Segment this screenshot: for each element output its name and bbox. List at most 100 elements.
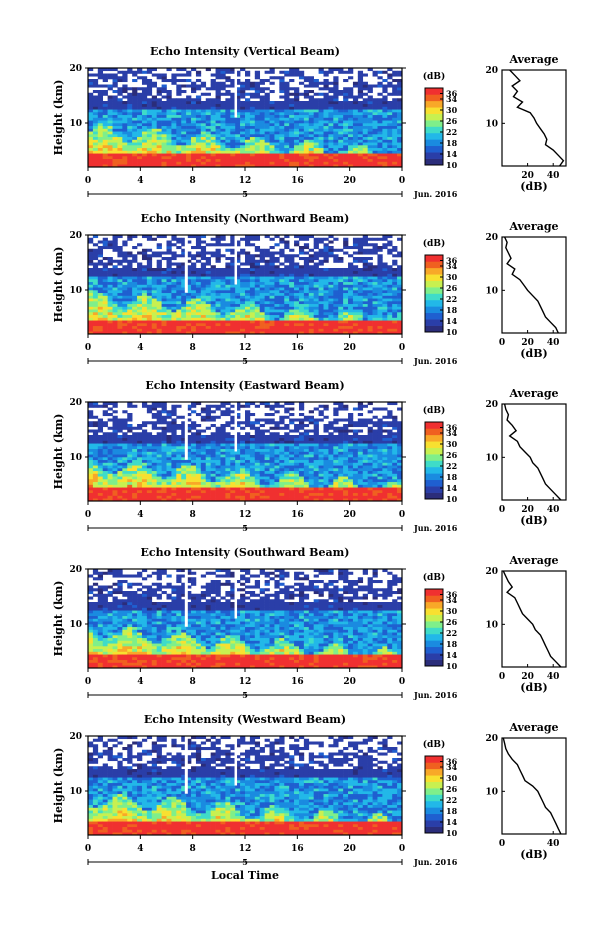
heat-cell [284,118,289,121]
heat-cell [220,487,225,490]
heat-cell [142,131,147,134]
heat-cell [387,134,392,137]
heat-cell [373,159,378,162]
heat-cell [167,487,172,490]
heat-cell [319,238,324,241]
heat-cell [152,315,157,318]
heat-cell [122,123,127,126]
heat-cell [137,153,142,156]
heat-cell [270,142,275,145]
heat-cell [319,329,324,332]
heat-cell [373,151,378,154]
heat-cell [314,274,319,277]
heat-cell [127,463,132,466]
heat-cell [142,123,147,126]
heat-cell [167,479,172,482]
heat-cell [181,323,186,326]
heat-cell [157,153,162,156]
heat-cell [181,487,186,490]
heat-cell [196,129,201,132]
heat-cell [117,493,122,496]
heat-cell [122,115,127,118]
heat-cell [113,276,118,279]
heat-cell [122,274,127,277]
heat-cell [314,148,319,151]
heat-cell [373,282,378,285]
heat-cell [113,238,118,241]
heat-cell [113,304,118,307]
heat-cell [333,282,338,285]
heat-cell [157,87,162,90]
heat-cell [368,120,373,123]
heat-cell [132,268,137,271]
heat-cell [240,87,245,90]
heat-cell [181,159,186,162]
heat-cell [348,296,353,299]
heat-cell [211,465,216,468]
heat-cell [103,405,108,408]
heat-cell [122,126,127,129]
heat-cell [225,471,230,474]
heat-cell [117,282,122,285]
heat-cell [113,443,118,446]
heat-cell [274,323,279,326]
heat-cell [314,145,319,148]
heat-cell [299,271,304,274]
heat-cell [309,137,314,140]
heat-cell [373,107,378,110]
heat-cell [127,443,132,446]
heat-cell [284,304,289,307]
heat-cell [132,482,137,485]
heat-cell [216,443,221,446]
heat-cell [127,482,132,485]
heat-cell [274,320,279,323]
heat-cell [137,493,142,496]
heat-cell [103,159,108,162]
heat-cell [260,265,265,268]
heat-cell [230,123,235,126]
heat-cell [304,134,309,137]
heat-cell [181,309,186,312]
heat-cell [157,432,162,435]
heat-cell [108,323,113,326]
heat-cell [132,427,137,430]
heat-cell [279,101,284,104]
heat-cell [108,148,113,151]
heat-cell [201,268,206,271]
heat-cell [338,162,343,165]
heat-cell [117,421,122,424]
heat-cell [240,107,245,110]
heat-cell [88,485,93,488]
heat-cell [142,274,147,277]
heat-cell [167,435,172,438]
heat-cell [225,315,230,318]
heat-cell [265,142,270,145]
heat-cell [181,307,186,310]
heat-cell [250,104,255,107]
heat-cell [191,427,196,430]
heat-cell [333,93,338,96]
heat-cell [93,274,98,277]
heat-cell [98,268,103,271]
heat-cell [171,282,176,285]
heat-cell [304,271,309,274]
heat-cell [157,151,162,154]
heat-cell [191,307,196,310]
heat-cell [225,410,230,413]
heat-cell [324,140,329,143]
heat-cell [373,276,378,279]
colorbar-segment [425,94,443,101]
heat-cell [103,79,108,82]
heat-cell [270,257,275,260]
heat-cell [93,151,98,154]
heat-cell [132,274,137,277]
heat-cell [338,109,343,112]
heat-cell [117,151,122,154]
heat-cell [392,131,397,134]
colorbar-segment [425,107,443,114]
heat-cell [103,424,108,427]
heat-cell [304,312,309,315]
heat-cell [333,162,338,165]
heat-cell [343,87,348,90]
heat-cell [392,148,397,151]
